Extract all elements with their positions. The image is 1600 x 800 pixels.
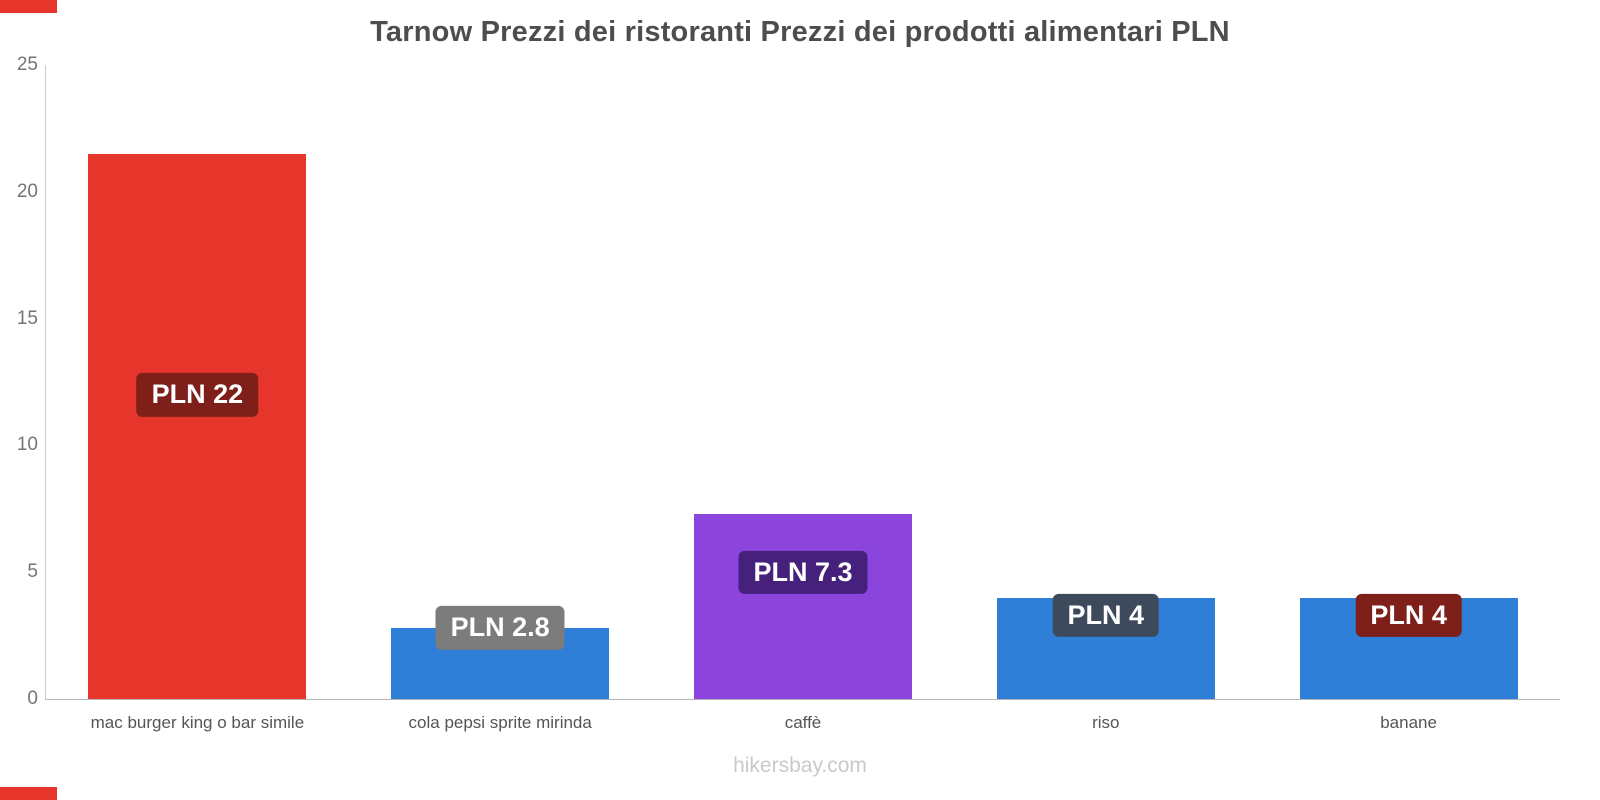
value-label-badge: PLN 2.8 xyxy=(435,606,565,650)
bar-1[interactable] xyxy=(88,153,307,699)
y-axis-tick-label: 20 xyxy=(16,180,38,202)
value-label-badge: PLN 22 xyxy=(136,372,259,417)
bar-group: PLN 22 mac burger king o bar simile xyxy=(46,65,349,732)
bar-group: PLN 2.8 cola pepsi sprite mirinda xyxy=(349,65,652,732)
chart-title: Tarnow Prezzi dei ristoranti Prezzi dei … xyxy=(370,16,1230,48)
bar-3[interactable] xyxy=(693,513,912,699)
category-label: banane xyxy=(1380,713,1437,732)
value-label-badge: PLN 4 xyxy=(1355,593,1462,638)
bar-group: PLN 7.3 caffè xyxy=(652,65,955,732)
y-axis-tick-label: 25 xyxy=(16,54,38,75)
bar-group: PLN 4 banane xyxy=(1257,65,1560,732)
category-label: cola pepsi sprite mirinda xyxy=(408,713,592,732)
y-axis-tick-label: 10 xyxy=(16,434,38,456)
plot-area: 0 5 10 15 20 25 PLN 22 mac burger king o bar si… xyxy=(17,54,1560,732)
top-left-corner-mark xyxy=(0,0,57,13)
bottom-left-corner-mark xyxy=(0,787,57,800)
bar-group: PLN 4 riso xyxy=(954,65,1257,732)
value-label-badge: PLN 7.3 xyxy=(738,550,868,595)
category-label: caffè xyxy=(784,713,822,732)
y-axis-tick-label: 15 xyxy=(16,307,38,329)
value-label-badge: PLN 4 xyxy=(1052,593,1160,638)
category-label: mac burger king o bar simile xyxy=(90,713,305,732)
y-axis-tick-label: 5 xyxy=(27,561,38,583)
y-axis-tick-label: 0 xyxy=(27,688,38,709)
category-label: riso xyxy=(1092,713,1120,732)
watermark-hikersbay: hikersbay.com xyxy=(733,754,867,777)
